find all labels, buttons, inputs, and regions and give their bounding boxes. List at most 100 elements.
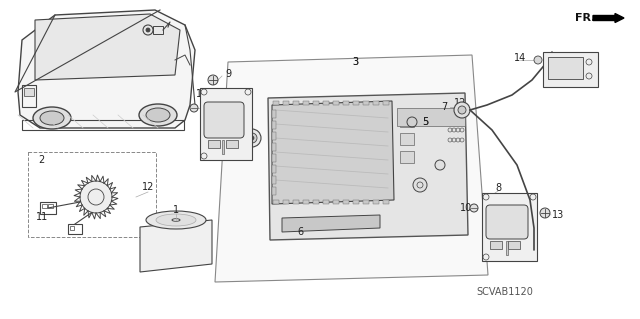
Bar: [323, 200, 329, 204]
Bar: [303, 101, 309, 105]
Text: SCVAB1120: SCVAB1120: [477, 287, 533, 297]
Text: 11: 11: [36, 212, 48, 222]
Circle shape: [435, 160, 445, 170]
Circle shape: [208, 75, 218, 85]
Bar: [272, 154, 276, 162]
Bar: [200, 88, 252, 160]
Ellipse shape: [40, 111, 64, 125]
Bar: [28, 152, 156, 237]
Circle shape: [454, 102, 470, 118]
Ellipse shape: [156, 214, 196, 226]
Text: 5: 5: [422, 117, 428, 127]
Bar: [153, 26, 163, 34]
Circle shape: [413, 178, 427, 192]
Text: 4: 4: [237, 133, 243, 143]
Polygon shape: [18, 10, 195, 128]
Bar: [208, 140, 220, 148]
Bar: [383, 200, 389, 204]
Ellipse shape: [146, 108, 170, 122]
Circle shape: [80, 181, 112, 213]
Polygon shape: [140, 220, 212, 272]
Bar: [70, 226, 74, 230]
Bar: [400, 133, 414, 145]
Polygon shape: [268, 93, 468, 240]
FancyArrow shape: [593, 13, 624, 23]
Bar: [273, 101, 279, 105]
Ellipse shape: [139, 104, 177, 126]
Circle shape: [458, 106, 466, 114]
Text: 8: 8: [495, 183, 501, 193]
Circle shape: [146, 28, 150, 32]
Polygon shape: [272, 101, 394, 204]
Text: 10: 10: [196, 89, 208, 99]
Bar: [68, 224, 82, 234]
Text: 9: 9: [225, 69, 231, 79]
Text: 12: 12: [454, 98, 466, 108]
Bar: [222, 140, 224, 154]
Bar: [303, 200, 309, 204]
Bar: [373, 101, 379, 105]
Bar: [363, 101, 369, 105]
Bar: [482, 193, 537, 261]
Bar: [400, 151, 414, 163]
Text: 14: 14: [514, 53, 526, 63]
Bar: [226, 140, 238, 148]
Bar: [293, 101, 299, 105]
Text: 3: 3: [352, 57, 358, 67]
Circle shape: [190, 104, 198, 112]
Bar: [383, 101, 389, 105]
Text: 1: 1: [173, 205, 179, 215]
Circle shape: [470, 204, 478, 212]
Text: 5: 5: [422, 117, 428, 127]
Bar: [543, 52, 598, 87]
Bar: [397, 108, 465, 126]
Text: FR.: FR.: [575, 13, 595, 23]
Text: 3: 3: [352, 57, 358, 67]
Text: 13: 13: [552, 210, 564, 220]
Bar: [272, 165, 276, 173]
Bar: [42, 204, 47, 208]
Bar: [373, 200, 379, 204]
Bar: [363, 200, 369, 204]
Bar: [273, 200, 279, 204]
Bar: [343, 200, 349, 204]
Circle shape: [247, 133, 257, 143]
Bar: [283, 101, 289, 105]
Bar: [40, 202, 56, 214]
Circle shape: [250, 136, 254, 140]
Ellipse shape: [33, 107, 71, 129]
Bar: [333, 200, 339, 204]
Circle shape: [540, 208, 550, 218]
Circle shape: [534, 56, 542, 64]
Text: 7: 7: [441, 102, 447, 112]
FancyBboxPatch shape: [204, 102, 244, 138]
Bar: [272, 187, 276, 195]
Polygon shape: [282, 215, 380, 232]
Text: 12: 12: [142, 182, 154, 192]
Bar: [353, 200, 359, 204]
Bar: [22, 85, 36, 107]
Circle shape: [243, 129, 261, 147]
Bar: [24, 88, 34, 96]
Bar: [490, 241, 502, 249]
Bar: [343, 101, 349, 105]
Bar: [293, 200, 299, 204]
Polygon shape: [215, 55, 488, 282]
FancyBboxPatch shape: [486, 205, 528, 239]
Bar: [506, 241, 508, 255]
Bar: [333, 101, 339, 105]
Ellipse shape: [172, 219, 180, 221]
Bar: [548, 57, 583, 79]
Bar: [272, 132, 276, 140]
Bar: [272, 143, 276, 151]
Bar: [313, 101, 319, 105]
Bar: [272, 176, 276, 184]
Bar: [313, 200, 319, 204]
Bar: [323, 101, 329, 105]
Polygon shape: [35, 14, 180, 80]
Text: 10: 10: [460, 203, 472, 213]
Bar: [272, 121, 276, 129]
Bar: [48, 204, 53, 208]
Bar: [508, 241, 520, 249]
Bar: [283, 200, 289, 204]
